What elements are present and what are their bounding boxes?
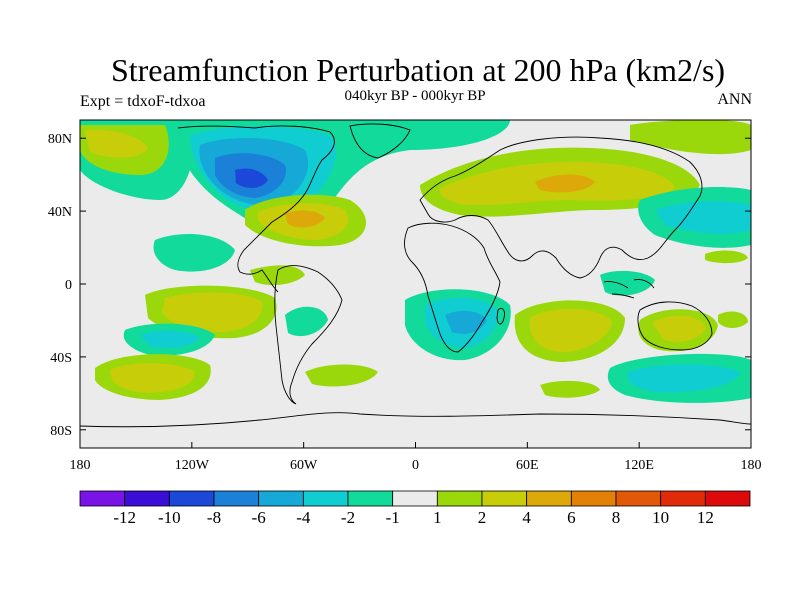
- x-tick-label: 60E: [516, 458, 539, 473]
- colorbar-label: -2: [341, 508, 355, 527]
- colorbar-label: -8: [207, 508, 221, 527]
- contour-ec-pacific-green: [153, 234, 235, 272]
- colorbar-swatch: [392, 490, 438, 507]
- coast-eurasia: [419, 136, 703, 279]
- season-label: ANN: [717, 91, 752, 108]
- colorbar-swatch: [258, 490, 304, 507]
- colorbar-label: 4: [522, 508, 531, 527]
- coastlines: [80, 123, 751, 428]
- coast-south-america: [274, 265, 343, 405]
- colorbar-swatch: [570, 490, 617, 507]
- colorbar-swatch: [213, 490, 260, 507]
- colorbar-label: -1: [386, 508, 400, 527]
- x-tick-label: 60W: [290, 458, 318, 473]
- contour-so-atl-green: [540, 380, 600, 398]
- y-tick-label: 80N: [48, 132, 72, 147]
- colorbar-label: 10: [652, 508, 669, 527]
- x-tick-label: 180: [741, 458, 762, 473]
- contour-spac-yellow: [162, 292, 263, 333]
- colorbar-swatch: [168, 490, 215, 507]
- colorbar-swatch: [124, 490, 170, 507]
- y-tick-label: 80S: [50, 424, 72, 439]
- contour-ne-arctic: [630, 120, 751, 155]
- experiment-label: Expt = tdxoF-tdxoa: [80, 93, 206, 110]
- x-tick-label: 120E: [624, 458, 654, 473]
- contour-caribbean-green: [250, 265, 305, 286]
- contour-so-cyan: [627, 364, 740, 393]
- colorbar-swatch: [481, 490, 528, 507]
- colorbar-swatch: [615, 490, 662, 507]
- contour-nz-green: [718, 311, 748, 328]
- colorbar-label: -10: [158, 508, 181, 527]
- x-axis: 180 120W 60W 0 60E 120E 180: [70, 442, 762, 473]
- y-tick-label: 40N: [48, 205, 72, 220]
- contour-north-pacific-core: [85, 129, 148, 158]
- coast-greenland: [349, 123, 411, 159]
- y-tick-label: 40S: [50, 351, 72, 366]
- colorbar-swatch: [526, 490, 572, 507]
- y-tick-label: 0: [65, 278, 72, 293]
- colorbar-swatch: [302, 490, 349, 507]
- colorbar-label: -6: [252, 508, 266, 527]
- contour-indonesia-green: [600, 270, 655, 296]
- colorbar-swatch: [436, 490, 483, 507]
- contour-safr-blue: [445, 310, 487, 334]
- contour-eurasia-orange: [535, 174, 595, 193]
- y-axis: 80N 40N 0 40S 80S: [48, 132, 751, 439]
- colorbar-label: 12: [697, 508, 714, 527]
- colorbar-label: 8: [612, 508, 621, 527]
- contour-fields: [80, 120, 751, 403]
- x-tick-label: 180: [70, 458, 91, 473]
- colorbar-label: 6: [567, 508, 576, 527]
- colorbar-swatch: [704, 490, 751, 507]
- coast-indonesia: [603, 279, 655, 299]
- contour-sw-yellow: [110, 363, 195, 393]
- x-tick-label: 120W: [175, 458, 210, 473]
- colorbar-swatch: [660, 490, 706, 507]
- colorbar-swatch: [79, 490, 126, 507]
- contour-indian-yellow: [529, 308, 612, 352]
- coast-madagascar: [496, 307, 505, 325]
- coast-australia: [637, 301, 713, 351]
- contour-atlantic-core: [285, 210, 325, 228]
- colorbar-swatch: [347, 490, 394, 507]
- coast-antarctica: [80, 412, 751, 428]
- colorbar-label: 1: [433, 508, 442, 527]
- contour-sam-green: [285, 306, 328, 337]
- coast-africa: [404, 222, 501, 353]
- contour-satl-green: [305, 364, 378, 387]
- colorbar: -12 -10 -8 -6 -4 -2 -1 1 2 4 6 8 10 12: [79, 490, 751, 527]
- plot-subtitle: 040kyr BP - 000kyr BP: [344, 88, 486, 104]
- contour-aus-yellow: [652, 315, 706, 342]
- plot-title: Streamfunction Perturbation at 200 hPa (…: [110, 52, 726, 88]
- colorbar-label: -12: [113, 508, 136, 527]
- coast-north-america: [177, 125, 335, 293]
- colorbar-label: 2: [478, 508, 487, 527]
- colorbar-label: -4: [296, 508, 311, 527]
- contour-tropical-small: [705, 250, 748, 264]
- contour-na-core: [235, 168, 268, 188]
- x-tick-label: 0: [412, 458, 419, 473]
- contour-spac-neg-cyan: [140, 330, 200, 348]
